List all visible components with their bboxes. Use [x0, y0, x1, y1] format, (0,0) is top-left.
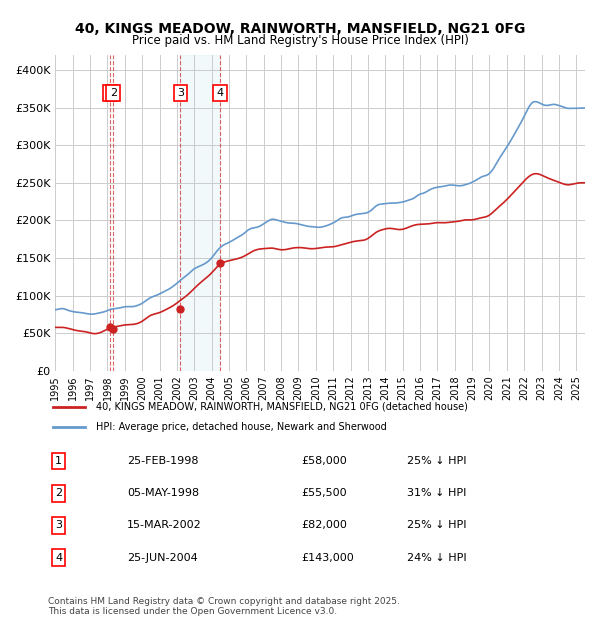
Text: £82,000: £82,000	[301, 520, 347, 531]
Text: 25% ↓ HPI: 25% ↓ HPI	[407, 520, 467, 531]
Text: This data is licensed under the Open Government Licence v3.0.: This data is licensed under the Open Gov…	[48, 607, 337, 616]
Text: 3: 3	[55, 520, 62, 531]
Text: £55,500: £55,500	[301, 488, 347, 498]
Text: 31% ↓ HPI: 31% ↓ HPI	[407, 488, 466, 498]
Text: 1: 1	[55, 456, 62, 466]
Text: 4: 4	[55, 552, 62, 563]
Text: £143,000: £143,000	[301, 552, 354, 563]
Text: 15-MAR-2002: 15-MAR-2002	[127, 520, 202, 531]
Text: 40, KINGS MEADOW, RAINWORTH, MANSFIELD, NG21 0FG (detached house): 40, KINGS MEADOW, RAINWORTH, MANSFIELD, …	[95, 402, 467, 412]
Text: 05-MAY-1998: 05-MAY-1998	[127, 488, 199, 498]
Text: 25-JUN-2004: 25-JUN-2004	[127, 552, 198, 563]
Text: 2: 2	[55, 488, 62, 498]
Text: 40, KINGS MEADOW, RAINWORTH, MANSFIELD, NG21 0FG: 40, KINGS MEADOW, RAINWORTH, MANSFIELD, …	[75, 22, 525, 36]
Text: £58,000: £58,000	[301, 456, 347, 466]
Bar	[181, 55, 220, 371]
Text: 25-FEB-1998: 25-FEB-1998	[127, 456, 199, 466]
Text: Contains HM Land Registry data © Crown copyright and database right 2025.: Contains HM Land Registry data © Crown c…	[48, 598, 400, 606]
Text: 25% ↓ HPI: 25% ↓ HPI	[407, 456, 467, 466]
Text: HPI: Average price, detached house, Newark and Sherwood: HPI: Average price, detached house, Newa…	[95, 422, 386, 432]
Text: 2: 2	[110, 88, 117, 98]
Text: 3: 3	[177, 88, 184, 98]
Text: 24% ↓ HPI: 24% ↓ HPI	[407, 552, 467, 563]
Text: 4: 4	[217, 88, 224, 98]
Text: Price paid vs. HM Land Registry's House Price Index (HPI): Price paid vs. HM Land Registry's House …	[131, 34, 469, 47]
Text: 1: 1	[106, 88, 113, 98]
